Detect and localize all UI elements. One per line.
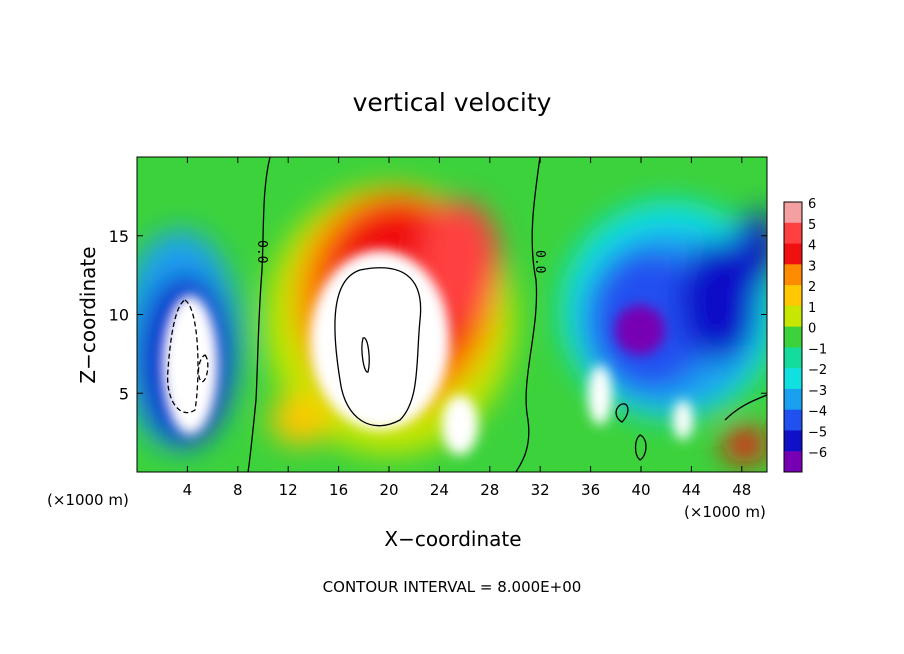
zero-contour-left xyxy=(247,157,271,472)
chart-title: vertical velocity xyxy=(352,88,552,117)
colorbar-swatch xyxy=(784,264,802,286)
contour-label-right: 0.0 xyxy=(532,250,547,273)
colorbar-label: −1 xyxy=(808,342,827,357)
colorbar-swatch xyxy=(784,285,802,307)
colorbar-label: −6 xyxy=(808,446,827,461)
y-tick-label: 10 xyxy=(109,306,129,325)
x-tick-label: 12 xyxy=(279,481,298,499)
x-tick-label: 4 xyxy=(183,481,193,499)
colorbar-label: 0 xyxy=(808,322,816,337)
colorbar-swatch xyxy=(784,388,802,411)
small-contour-1 xyxy=(615,403,629,423)
small-contour-3 xyxy=(724,394,767,421)
downdraft-contour xyxy=(166,299,199,414)
contour-label-left: 0.0 xyxy=(254,240,269,263)
colorbar-swatch xyxy=(784,451,802,473)
x-unit-label-left: (×1000 m) xyxy=(47,491,129,509)
colorbar-label: 3 xyxy=(808,259,816,274)
colorbar-swatch xyxy=(784,347,802,369)
colorbar-label: 2 xyxy=(808,280,816,295)
x-tick-label: 40 xyxy=(631,481,650,499)
colorbar-swatch xyxy=(784,202,802,224)
colorbar: 6 5 4 3 2 1 0 −1 −2 −3 −4 −5 −6 xyxy=(783,197,827,473)
x-tick-label: 20 xyxy=(379,481,398,499)
x-tick-label: 48 xyxy=(732,481,751,499)
x-tick-label: 8 xyxy=(233,481,243,499)
colorbar-label: −4 xyxy=(808,405,827,420)
x-axis: 4 8 12 16 20 24 28 32 36 40 44 48 xyxy=(183,157,751,499)
colorbar-swatch xyxy=(784,243,802,265)
updraft-contour xyxy=(334,267,422,427)
contour-interval-text: CONTOUR INTERVAL = 8.000E+00 xyxy=(322,578,582,596)
x-tick-label: 44 xyxy=(682,481,701,499)
colorbar-swatch xyxy=(784,222,802,245)
zero-contour-right xyxy=(515,157,541,472)
colorbar-swatch xyxy=(784,409,802,431)
x-unit-label-right: (×1000 m) xyxy=(684,503,766,521)
x-tick-label: 28 xyxy=(480,481,499,499)
colorbar-label: 6 xyxy=(808,197,816,212)
colorbar-label: −5 xyxy=(808,425,827,440)
x-tick-label: 36 xyxy=(581,481,600,499)
colorbar-label: 5 xyxy=(808,218,816,233)
colorbar-swatch xyxy=(784,305,802,328)
y-tick-label: 15 xyxy=(109,227,129,246)
updraft-inner-contour xyxy=(361,337,370,373)
colorbar-frame xyxy=(783,201,803,473)
colorbar-swatch xyxy=(784,368,802,390)
small-contour-2 xyxy=(634,434,647,461)
x-tick-label: 32 xyxy=(531,481,550,499)
contour-lines xyxy=(166,157,767,472)
x-tick-label: 16 xyxy=(329,481,348,499)
y-axis: 5 10 15 xyxy=(109,227,767,403)
downdraft-inner-contour xyxy=(197,354,209,383)
colorbar-label: 4 xyxy=(808,239,816,254)
colorbar-label: 1 xyxy=(808,301,816,316)
colorbar-label: −2 xyxy=(808,363,827,378)
heatmap-field xyxy=(137,157,767,472)
colorbar-label: −3 xyxy=(808,384,827,399)
x-tick-label: 24 xyxy=(430,481,449,499)
x-axis-label: X−coordinate xyxy=(384,527,522,551)
colorbar-swatch xyxy=(784,326,802,348)
colorbar-swatch xyxy=(784,430,802,452)
y-tick-label: 5 xyxy=(119,384,129,403)
